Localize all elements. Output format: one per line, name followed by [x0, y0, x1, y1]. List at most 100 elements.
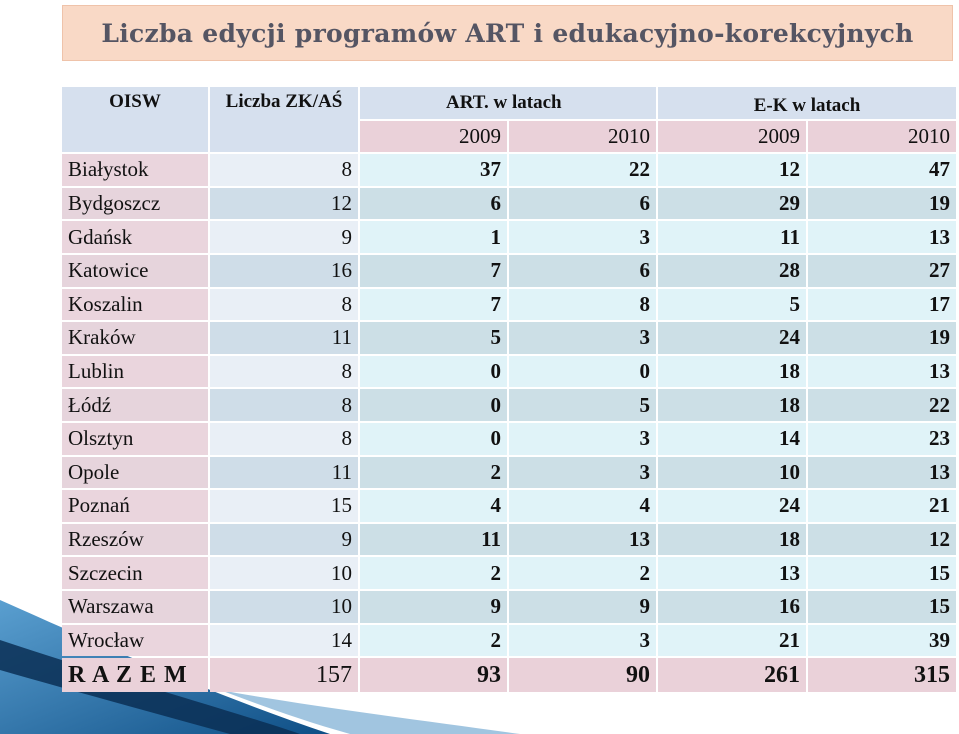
table-row: Kraków 11 5 3 24 19	[62, 322, 956, 354]
cell-art-2010: 9	[509, 590, 656, 623]
cell-art-2009: 7	[360, 288, 507, 321]
cell-zk: 8	[210, 422, 358, 455]
cell-ek-2010: 15	[808, 557, 956, 589]
cell-ek-2009: 12	[658, 154, 806, 186]
cell-ek-2010: 13	[808, 355, 956, 388]
cell-name: Poznań	[62, 490, 208, 522]
cell-zk: 16	[210, 254, 358, 287]
table-row: Katowice 16 7 6 28 27	[62, 254, 956, 287]
cell-ek-2009: 28	[658, 254, 806, 287]
total-cell-ek-2010: 315	[808, 658, 956, 693]
table-row: Koszalin 8 7 8 5 17	[62, 288, 956, 321]
cell-art-2009: 0	[360, 355, 507, 388]
cell-ek-2010: 15	[808, 590, 956, 623]
cell-zk: 15	[210, 490, 358, 522]
cell-zk: 12	[210, 187, 358, 220]
cell-zk: 8	[210, 154, 358, 186]
cell-name: Gdańsk	[62, 221, 208, 253]
cell-ek-2010: 19	[808, 322, 956, 354]
cell-art-2010: 6	[509, 254, 656, 287]
cell-art-2010: 13	[509, 523, 656, 556]
header-ek: E-K w latach	[658, 87, 956, 119]
cell-ek-2010: 13	[808, 456, 956, 489]
header-row: OISW Liczba ZK/AŚ ART. w latach E-K w la…	[62, 87, 956, 153]
cell-ek-2009: 21	[658, 624, 806, 657]
table-row: Szczecin 10 2 2 13 15	[62, 557, 956, 589]
cell-ek-2009: 10	[658, 456, 806, 489]
cell-art-2009: 7	[360, 254, 507, 287]
cell-ek-2010: 17	[808, 288, 956, 321]
cell-ek-2009: 16	[658, 590, 806, 623]
total-cell-name: R A Z E M	[62, 658, 208, 693]
cell-ek-2009: 18	[658, 355, 806, 388]
year-row: 2009 2010 2009 2010	[62, 120, 956, 153]
cell-name: Warszawa	[62, 590, 208, 623]
header-art: ART. w latach	[360, 87, 656, 119]
cell-art-2010: 3	[509, 422, 656, 455]
cell-zk: 10	[210, 590, 358, 623]
cell-art-2009: 11	[360, 523, 507, 556]
year-ek-2010: 2010	[808, 120, 956, 153]
cell-ek-2009: 18	[658, 389, 806, 421]
cell-art-2009: 5	[360, 322, 507, 354]
cell-zk: 8	[210, 355, 358, 388]
cell-zk: 9	[210, 523, 358, 556]
cell-ek-2009: 24	[658, 490, 806, 522]
table-row: Poznań 15 4 4 24 21	[62, 490, 956, 522]
cell-art-2010: 0	[509, 355, 656, 388]
cell-art-2009: 1	[360, 221, 507, 253]
total-row: R A Z E M 157 93 90 261 315	[62, 658, 956, 693]
cell-ek-2010: 47	[808, 154, 956, 186]
cell-art-2009: 2	[360, 624, 507, 657]
title-banner: Liczba edycji programów ART i edukacyjno…	[62, 5, 953, 61]
year-art-2010: 2010	[509, 120, 656, 153]
cell-ek-2009: 24	[658, 322, 806, 354]
cell-ek-2009: 11	[658, 221, 806, 253]
cell-art-2010: 8	[509, 288, 656, 321]
cell-name: Szczecin	[62, 557, 208, 589]
cell-ek-2010: 22	[808, 389, 956, 421]
cell-art-2009: 4	[360, 490, 507, 522]
total-cell-ek-2009: 261	[658, 658, 806, 693]
cell-name: Lublin	[62, 355, 208, 388]
cell-zk: 8	[210, 288, 358, 321]
cell-ek-2009: 5	[658, 288, 806, 321]
year-art-2009: 2009	[360, 120, 507, 153]
cell-zk: 8	[210, 389, 358, 421]
cell-art-2010: 22	[509, 154, 656, 186]
cell-name: Opole	[62, 456, 208, 489]
cell-zk: 9	[210, 221, 358, 253]
cell-art-2009: 0	[360, 389, 507, 421]
cell-art-2010: 5	[509, 389, 656, 421]
cell-name: Bydgoszcz	[62, 187, 208, 220]
cell-zk: 11	[210, 322, 358, 354]
cell-art-2009: 6	[360, 187, 507, 220]
table-row: Łódź 8 0 5 18 22	[62, 389, 956, 421]
cell-name: Olsztyn	[62, 422, 208, 455]
cell-art-2010: 3	[509, 624, 656, 657]
cell-art-2010: 6	[509, 187, 656, 220]
cell-ek-2010: 19	[808, 187, 956, 220]
cell-ek-2010: 39	[808, 624, 956, 657]
header-oisw: OISW	[62, 87, 208, 153]
cell-ek-2010: 23	[808, 422, 956, 455]
cell-art-2009: 9	[360, 590, 507, 623]
table-row: Białystok 8 37 22 12 47	[62, 154, 956, 186]
cell-art-2010: 2	[509, 557, 656, 589]
header-zk: Liczba ZK/AŚ	[210, 87, 358, 153]
cell-art-2010: 3	[509, 456, 656, 489]
cell-name: Rzeszów	[62, 523, 208, 556]
cell-art-2010: 3	[509, 221, 656, 253]
cell-art-2009: 37	[360, 154, 507, 186]
cell-ek-2009: 13	[658, 557, 806, 589]
page-title: Liczba edycji programów ART i edukacyjno…	[101, 18, 914, 48]
cell-ek-2009: 14	[658, 422, 806, 455]
cell-ek-2010: 13	[808, 221, 956, 253]
total-cell-zk: 157	[210, 658, 358, 693]
cell-art-2009: 2	[360, 456, 507, 489]
cell-art-2009: 0	[360, 422, 507, 455]
data-table: OISW Liczba ZK/AŚ ART. w latach E-K w la…	[60, 85, 958, 694]
cell-art-2010: 4	[509, 490, 656, 522]
cell-name: Łódź	[62, 389, 208, 421]
table-row: Opole 11 2 3 10 13	[62, 456, 956, 489]
